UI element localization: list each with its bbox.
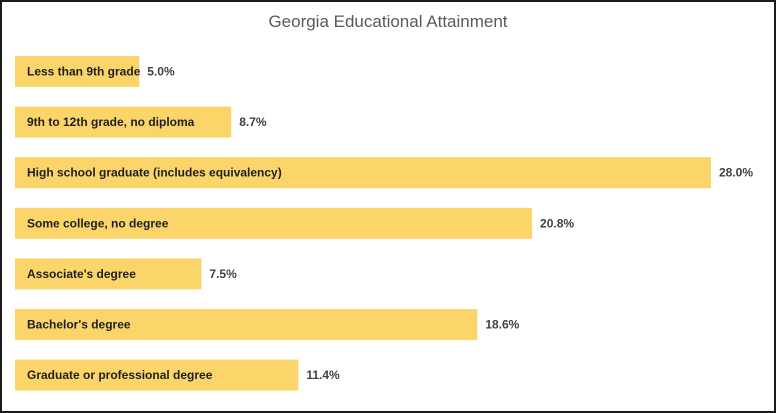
category-label-5: Bachelor's degree (27, 318, 131, 332)
value-label-1: 8.7% (239, 115, 267, 129)
bar-6 (15, 359, 299, 391)
value-label-3: 20.8% (540, 216, 574, 230)
value-label-5: 18.6% (485, 318, 519, 332)
category-label-3: Some college, no degree (27, 216, 169, 230)
bar-5 (15, 309, 478, 340)
category-label-2: High school graduate (includes equivalen… (27, 166, 282, 180)
chart-title: Georgia Educational Attainment (268, 12, 508, 31)
category-label-6: Graduate or professional degree (27, 368, 213, 382)
bar-2 (15, 157, 711, 189)
category-label-1: 9th to 12th grade, no diploma (27, 115, 195, 129)
bar-4 (15, 258, 202, 290)
bar-3 (15, 207, 533, 239)
value-label-0: 5.0% (147, 65, 175, 79)
category-label-4: Associate's degree (27, 267, 136, 281)
bar-1 (15, 106, 232, 138)
value-label-2: 28.0% (719, 166, 753, 180)
value-label-6: 11.4% (306, 368, 340, 382)
bar-0 (15, 56, 140, 87)
value-label-4: 7.5% (209, 267, 237, 281)
category-label-0: Less than 9th grade (27, 65, 141, 79)
